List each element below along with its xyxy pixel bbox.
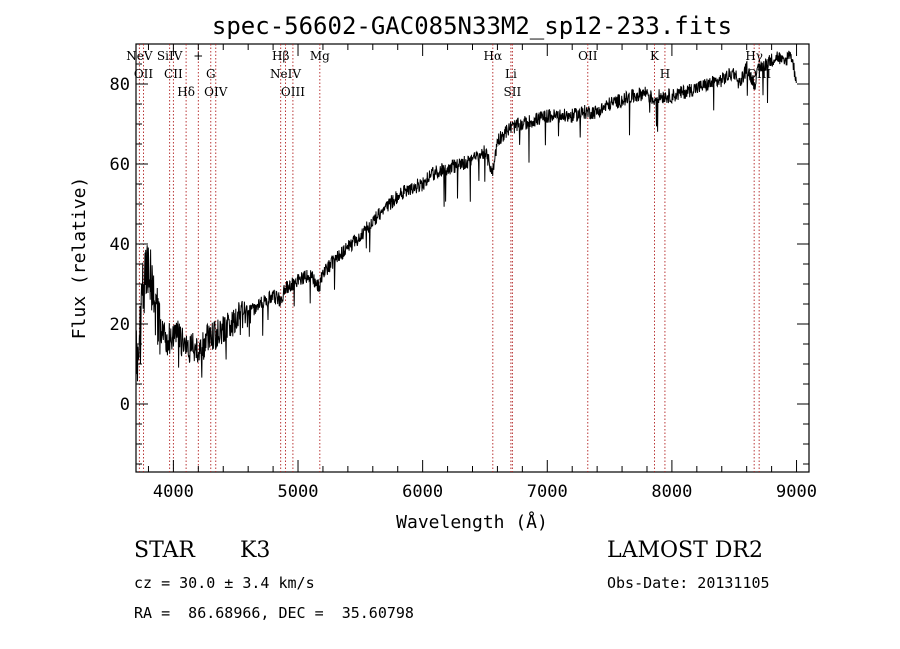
line-marker-label: OII <box>578 49 598 63</box>
line-marker-label: SiIV <box>157 49 183 63</box>
x-tick-label: 8000 <box>651 482 692 502</box>
line-marker-label: + <box>193 49 203 63</box>
axis-ticks: 4000 5000 6000 7000 8000 9000 0 20 40 60 80 <box>110 44 817 502</box>
line-marker-label: Li <box>505 67 517 81</box>
line-marker-label: G <box>206 67 216 81</box>
line-marker-label: Hδ <box>177 85 195 99</box>
y-axis-label: Flux (relative) <box>69 177 90 340</box>
survey-name: LAMOST DR2 <box>607 538 763 563</box>
y-tick-label: 60 <box>110 155 130 175</box>
object-subclass: K3 <box>240 538 271 563</box>
spectrum-line <box>135 50 797 382</box>
chart-title: spec-56602-GAC085N33M2_sp12-233.fits <box>212 12 732 40</box>
plot-frame <box>135 43 810 473</box>
x-axis-label: Wavelength (Å) <box>396 511 548 533</box>
line-marker-label: CII <box>164 67 183 81</box>
line-marker-label: OIII <box>281 85 305 99</box>
line-marker-label: OII <box>134 67 154 81</box>
line-marker-label: SII <box>504 85 522 99</box>
x-tick-label: 6000 <box>402 482 443 502</box>
x-tick-label: 9000 <box>776 482 817 502</box>
coordinates-readout: RA = 86.68966, DEC = 35.60798 <box>134 604 414 622</box>
x-tick-label: 5000 <box>278 482 319 502</box>
line-marker-label: Mg <box>310 49 330 63</box>
line-marker-label: Hβ <box>272 49 289 63</box>
line-marker-label: H <box>660 67 670 81</box>
line-marker-label: OIV <box>204 85 228 99</box>
y-tick-label: 40 <box>110 235 130 255</box>
line-marker-label: K <box>650 49 660 63</box>
y-tick-label: 0 <box>120 395 130 415</box>
line-marker-label: NeIV <box>270 67 301 81</box>
y-tick-label: 80 <box>110 75 130 95</box>
line-marker-label: Hγ <box>745 49 763 63</box>
redshift-readout: cz = 30.0 ± 3.4 km/s <box>134 574 315 592</box>
x-tick-label: 7000 <box>527 482 568 502</box>
object-class: STAR <box>134 538 195 563</box>
line-marker-label: NeV <box>126 49 153 63</box>
line-marker-label: Hα <box>484 49 503 63</box>
x-tick-label: 4000 <box>153 482 194 502</box>
observation-date: Obs-Date: 20131105 <box>607 574 770 592</box>
y-tick-label: 20 <box>110 315 130 335</box>
